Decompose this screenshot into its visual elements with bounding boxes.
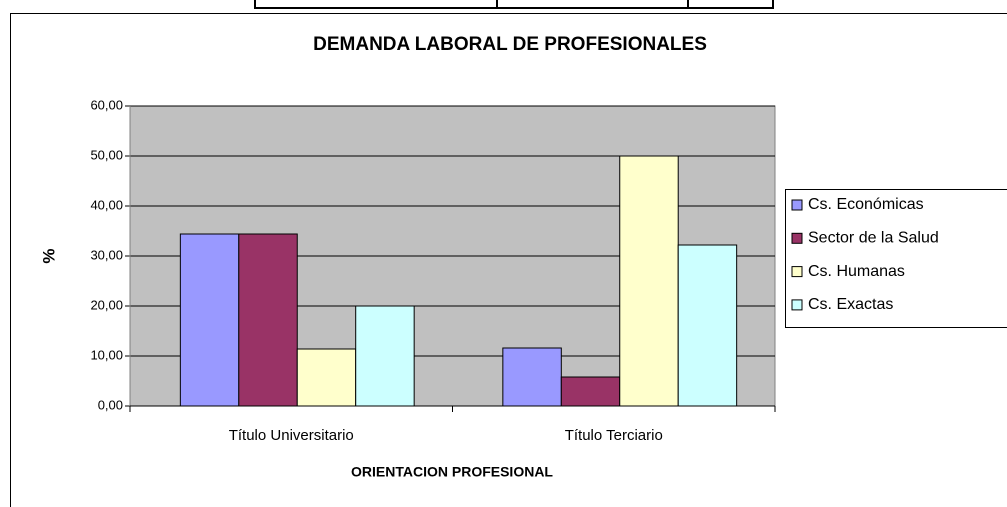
y-tick-label: 10,00 [90, 347, 123, 362]
bar [619, 155, 679, 407]
legend [785, 189, 1007, 328]
y-tick-label: 40,00 [90, 197, 123, 212]
chart-title: DEMANDA LABORAL DE PROFESIONALES [313, 34, 707, 55]
x-tick-label: Título Terciario [565, 427, 663, 444]
bar [677, 244, 738, 407]
y-axis-title: % [39, 248, 58, 263]
table-fragment [254, 0, 774, 9]
x-tick-label: Título Universitario [229, 427, 354, 444]
bar [560, 376, 621, 407]
y-tick-label: 60,00 [90, 97, 123, 112]
y-tick-label: 0,00 [98, 397, 123, 412]
legend-label: Cs. Exactas [808, 296, 893, 313]
y-tick-label: 30,00 [90, 247, 123, 262]
legend-swatch [791, 232, 803, 244]
legend-label: Cs. Económicas [808, 196, 924, 213]
bar [238, 233, 298, 407]
legend-swatch [791, 199, 803, 211]
y-tick-label: 50,00 [90, 147, 123, 162]
legend-label: Sector de la Salud [808, 230, 939, 247]
bar [296, 348, 357, 407]
legend-swatch [791, 266, 803, 278]
bar [502, 347, 562, 407]
legend-swatch [791, 299, 803, 311]
y-tick-label: 20,00 [90, 297, 123, 312]
bar [179, 233, 240, 407]
legend-label: Cs. Humanas [808, 263, 905, 280]
bar [355, 305, 415, 407]
x-axis-title: ORIENTACION PROFESIONAL [351, 464, 553, 480]
